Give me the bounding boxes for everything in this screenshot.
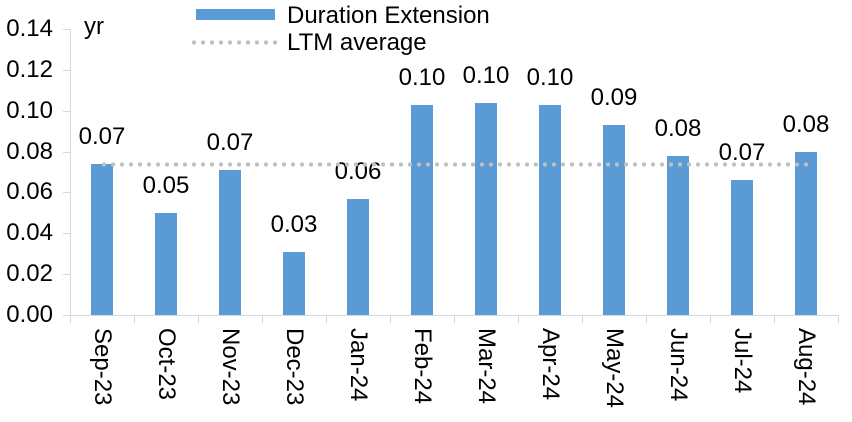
x-tick (518, 316, 519, 323)
bar-value-label-mar-24: 0.10 (462, 61, 510, 89)
x-tick-label-feb-24: Feb-24 (409, 328, 436, 405)
y-tick-label: 0.14 (6, 15, 53, 42)
y-tick-label: 0.10 (6, 96, 53, 124)
x-tick (454, 316, 455, 323)
bar-feb-24 (411, 104, 433, 315)
x-tick (838, 316, 839, 323)
bar-apr-24 (539, 104, 561, 315)
x-tick-label-jun-24: Jun-24 (665, 328, 692, 402)
y-tick (63, 151, 70, 153)
y-tick-label: 0.02 (6, 260, 53, 288)
bar-value-label-sep-23: 0.07 (78, 122, 126, 150)
bar-value-label-may-24: 0.09 (590, 84, 638, 111)
x-tick-label-aug-24: Aug-24 (793, 328, 820, 406)
bar-jul-24 (731, 180, 753, 315)
y-tick-label: 0.12 (6, 55, 53, 83)
x-tick (774, 316, 775, 323)
bar-value-label-jul-24: 0.07 (718, 139, 766, 167)
bar-may-24 (603, 125, 625, 315)
x-tick (582, 316, 583, 323)
x-tick-label-apr-24: Apr-24 (537, 328, 564, 401)
bar-value-label-oct-23: 0.05 (142, 171, 190, 199)
x-tick-label-jan-24: Jan-24 (345, 328, 372, 402)
y-tick-label: 0.06 (6, 178, 53, 206)
y-tick (63, 29, 70, 30)
bar-value-label-jun-24: 0.08 (654, 114, 702, 142)
x-tick (646, 316, 647, 323)
bar-nov-23 (219, 170, 241, 315)
x-tick (326, 316, 327, 323)
legend-label-ltm-average: LTM average (287, 29, 427, 56)
bar-mar-24 (475, 102, 497, 315)
y-tick (63, 192, 70, 194)
x-axis-line (70, 315, 839, 316)
y-tick (63, 315, 70, 316)
ltm-average-line (100, 161, 810, 167)
bar-value-label-apr-24: 0.10 (526, 63, 574, 91)
legend-dotted-line-swatch-icon (190, 40, 278, 45)
x-tick (134, 316, 135, 323)
x-tick-label-oct-23: Oct-23 (153, 328, 180, 401)
x-tick-label-sep-23: Sep-23 (89, 328, 116, 406)
x-tick-label-nov-23: Nov-23 (217, 328, 244, 406)
y-tick (63, 69, 70, 71)
x-tick-label-may-24: May-24 (601, 328, 628, 409)
y-tick (63, 110, 70, 112)
legend-bar-swatch-icon (196, 9, 275, 20)
y-tick-label: 0.00 (6, 301, 53, 328)
bar-sep-23 (91, 163, 113, 315)
bar-aug-24 (795, 151, 817, 315)
bar-dec-23 (283, 251, 305, 315)
x-tick (390, 316, 391, 323)
bar-jun-24 (667, 155, 689, 315)
y-tick (63, 274, 70, 276)
bar-value-label-dec-23: 0.03 (270, 210, 318, 238)
bar-value-label-nov-23: 0.07 (206, 129, 254, 156)
y-tick (63, 233, 70, 235)
x-tick-label-jul-24: Jul-24 (729, 328, 756, 394)
x-tick-label-mar-24: Mar-24 (473, 328, 500, 405)
y-tick-label: 0.04 (6, 219, 53, 247)
x-tick (262, 316, 263, 323)
y-axis-line (70, 29, 71, 316)
y-tick-label: 0.08 (6, 137, 53, 165)
x-tick (710, 316, 711, 323)
bar-value-label-feb-24: 0.10 (398, 63, 446, 91)
bar-value-label-aug-24: 0.08 (782, 110, 830, 138)
bar-oct-23 (155, 212, 177, 315)
legend-label-duration-extension: Duration Extension (287, 2, 490, 29)
y-axis-unit-label: yr (84, 13, 104, 40)
x-tick-label-dec-23: Dec-23 (281, 328, 308, 406)
x-tick (198, 316, 199, 323)
x-tick (70, 316, 71, 323)
bar-jan-24 (347, 198, 369, 315)
